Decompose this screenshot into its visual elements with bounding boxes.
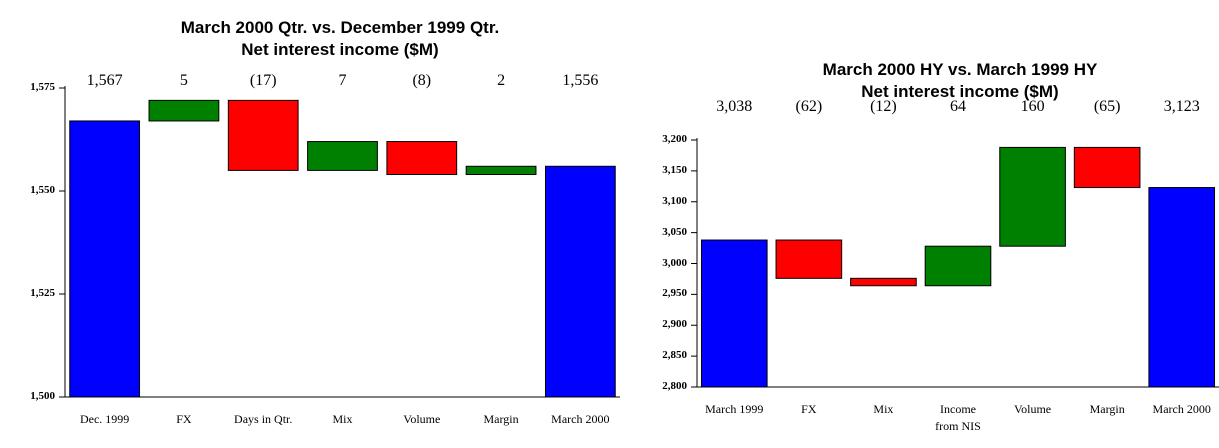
y-tick-label: 2,900: [662, 318, 687, 331]
x-tick-label: Income from NIS: [935, 402, 981, 433]
bar: [227, 99, 299, 171]
value-label: 1,556: [562, 72, 599, 89]
value-label: (65): [1093, 98, 1121, 115]
chart-title: March 2000 HY vs. March 1999 HY: [822, 60, 1098, 79]
bar: [999, 146, 1066, 247]
value-label: 2: [497, 72, 506, 89]
x-tick-label: March 1999: [705, 402, 764, 416]
value-label: 3,123: [1163, 98, 1200, 115]
bar: [148, 99, 220, 122]
x-tick-label: March 2000: [1152, 402, 1211, 416]
bar: [700, 239, 768, 388]
y-tick-label: 2,850: [662, 349, 687, 362]
x-tick-label: Volume: [403, 412, 441, 426]
bar: [544, 165, 616, 398]
bar: [850, 277, 917, 287]
x-tick-label: Days in Qtr.: [234, 412, 293, 426]
bar: [465, 165, 537, 176]
y-tick-label: 2,800: [662, 380, 687, 392]
y-tick-label: 1,500: [30, 390, 55, 402]
y-tick-label: 2,950: [662, 287, 687, 300]
value-label: 5: [179, 72, 188, 89]
chart-subtitle: Net interest income ($M): [861, 82, 1059, 101]
y-tick-label: 1,525: [30, 287, 55, 299]
chart-subtitle: Net interest income ($M): [241, 40, 439, 59]
chart-title: March 2000 Qtr. vs. December 1999 Qtr.: [180, 18, 500, 37]
y-tick-label: 3,200: [662, 133, 687, 145]
x-tick-label: March 2000: [551, 412, 610, 426]
y-tick-label: 3,100: [662, 194, 687, 207]
x-tick-label: FX: [801, 402, 817, 416]
bar: [775, 239, 843, 279]
value-label: (62): [795, 98, 823, 115]
y-tick-label: 3,150: [662, 163, 687, 176]
bar: [1148, 187, 1216, 388]
bar: [69, 120, 141, 398]
x-tick-label: Mix: [332, 412, 353, 426]
y-tick-label: 3,050: [662, 225, 687, 238]
value-label: (12): [870, 98, 897, 115]
bar: [1073, 146, 1141, 189]
y-tick-label: 3,000: [662, 256, 687, 269]
value-label: 160: [1020, 98, 1045, 115]
bar: [386, 141, 458, 176]
value-label: 7: [338, 72, 347, 89]
x-tick-label: Mix: [873, 402, 894, 416]
bar: [924, 245, 992, 287]
bar: [307, 141, 378, 171]
x-tick-label: Dec. 1999: [79, 412, 130, 426]
x-tick-label: FX: [176, 412, 192, 426]
x-tick-label: Margin: [483, 412, 519, 426]
y-tick-label: 1,575: [30, 81, 55, 93]
x-tick-label: Margin: [1089, 402, 1125, 416]
x-tick-label: Volume: [1014, 402, 1052, 416]
value-label: (17): [249, 72, 277, 89]
value-label: (8): [412, 72, 432, 89]
value-label: 64: [950, 98, 966, 115]
value-label: 3,038: [716, 98, 753, 115]
y-tick-label: 1,550: [30, 184, 55, 196]
value-label: 1,567: [86, 72, 123, 89]
